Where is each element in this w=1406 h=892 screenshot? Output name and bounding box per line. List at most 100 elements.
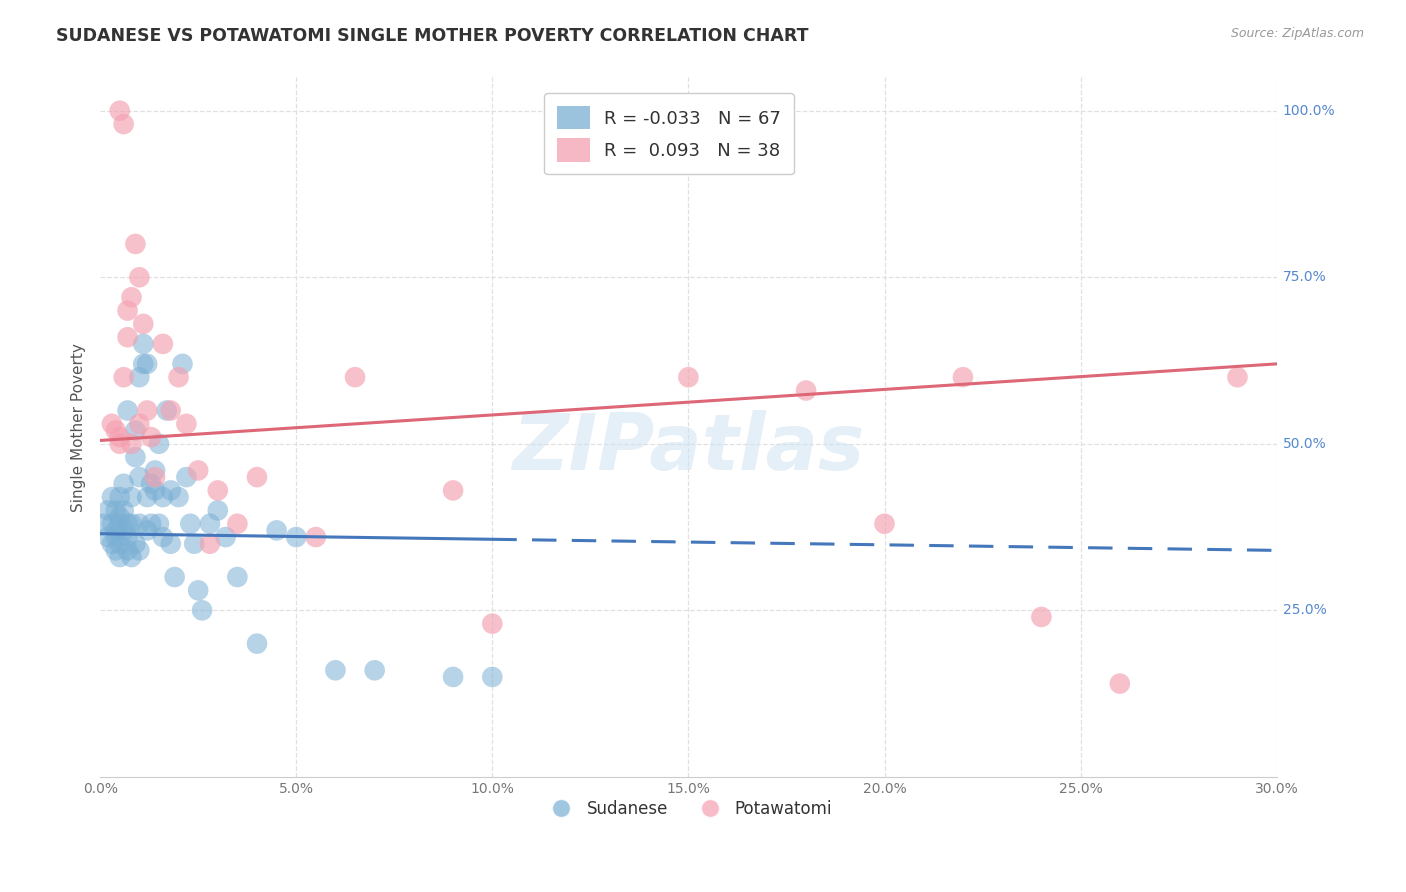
Point (93, 516, 115, 531)
Point (266, 524, 288, 538)
Text: Source: ZipAtlas.com: Source: ZipAtlas.com (1230, 27, 1364, 40)
Point (152, 490, 174, 504)
Point (1108, 676, 1130, 690)
Point (136, 524, 159, 538)
Point (104, 524, 127, 538)
Point (139, 430, 162, 444)
Point (207, 483, 229, 498)
Point (128, 516, 150, 531)
Point (132, 357, 155, 371)
Point (163, 570, 186, 584)
Point (121, 437, 143, 451)
Point (117, 530, 139, 544)
Text: ZIPatlas: ZIPatlas (512, 410, 865, 486)
Point (191, 603, 214, 617)
Point (104, 543, 127, 558)
Point (108, 430, 131, 444)
Legend: Sudanese, Potawatomi: Sudanese, Potawatomi (538, 793, 838, 824)
Point (179, 516, 201, 531)
Point (104, 424, 127, 438)
Point (101, 417, 124, 431)
Text: SUDANESE VS POTAWATOMI SINGLE MOTHER POVERTY CORRELATION CHART: SUDANESE VS POTAWATOMI SINGLE MOTHER POV… (56, 27, 808, 45)
Point (167, 370, 190, 384)
Point (1031, 610, 1053, 624)
Point (112, 117, 135, 131)
Point (148, 437, 170, 451)
Point (183, 537, 205, 551)
Point (121, 516, 143, 531)
Point (441, 483, 464, 498)
Point (207, 503, 229, 517)
Text: 25.0%: 25.0% (1282, 603, 1326, 617)
Point (143, 483, 166, 498)
Point (117, 303, 139, 318)
Point (97, 530, 120, 544)
Point (214, 530, 236, 544)
Point (198, 516, 221, 531)
Point (101, 516, 124, 531)
Point (159, 537, 181, 551)
Text: 75.0%: 75.0% (1282, 270, 1326, 285)
Point (363, 663, 385, 677)
Point (108, 510, 131, 524)
Point (128, 417, 150, 431)
Point (108, 437, 131, 451)
Point (112, 524, 135, 538)
Point (124, 237, 146, 252)
Point (152, 530, 174, 544)
Point (285, 530, 308, 544)
Point (108, 537, 131, 551)
Point (128, 543, 150, 558)
Point (246, 470, 269, 484)
Point (344, 370, 367, 384)
Point (148, 516, 170, 531)
Point (159, 403, 181, 417)
Point (108, 549, 131, 564)
Point (112, 476, 135, 491)
Point (124, 537, 146, 551)
Point (678, 370, 700, 384)
Point (136, 357, 159, 371)
Point (187, 583, 209, 598)
Point (128, 370, 150, 384)
Point (325, 663, 347, 677)
Point (108, 490, 131, 504)
Point (117, 403, 139, 417)
Point (124, 450, 146, 464)
Point (97, 503, 120, 517)
Point (104, 503, 127, 517)
Point (187, 463, 209, 477)
Point (128, 270, 150, 285)
Point (117, 330, 139, 344)
Point (128, 470, 150, 484)
Point (198, 537, 221, 551)
Point (226, 570, 249, 584)
Point (167, 490, 190, 504)
Point (481, 616, 503, 631)
Point (441, 670, 464, 684)
Point (1226, 370, 1249, 384)
Point (481, 670, 503, 684)
Point (104, 530, 127, 544)
Point (172, 357, 194, 371)
Point (112, 370, 135, 384)
Point (101, 537, 124, 551)
Point (132, 337, 155, 351)
Point (136, 403, 159, 417)
Point (143, 470, 166, 484)
Point (139, 516, 162, 531)
Point (132, 317, 155, 331)
Y-axis label: Single Mother Poverty: Single Mother Poverty (72, 343, 86, 512)
Point (246, 637, 269, 651)
Point (121, 549, 143, 564)
Point (176, 470, 198, 484)
Point (873, 516, 896, 531)
Point (152, 337, 174, 351)
Point (305, 530, 328, 544)
Point (117, 516, 139, 531)
Point (176, 417, 198, 431)
Point (226, 516, 249, 531)
Point (139, 476, 162, 491)
Text: 100.0%: 100.0% (1282, 103, 1336, 118)
Point (156, 403, 179, 417)
